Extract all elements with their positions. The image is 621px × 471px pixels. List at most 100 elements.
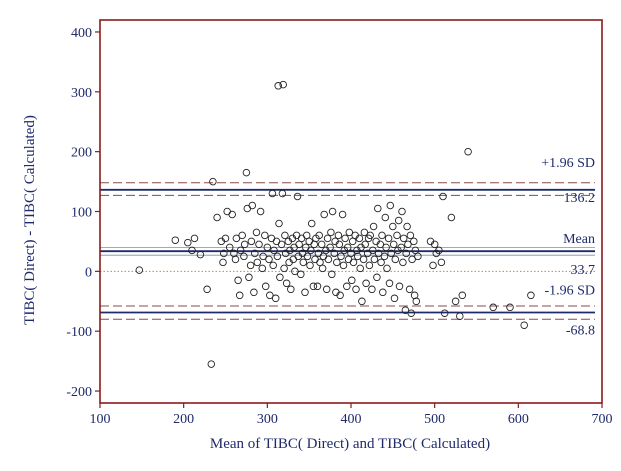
data-point — [380, 252, 389, 261]
data-point — [437, 258, 446, 267]
data-point — [343, 243, 352, 252]
data-point — [349, 258, 358, 267]
data-point — [403, 222, 411, 231]
data-point — [389, 222, 397, 231]
data-point — [275, 219, 283, 228]
data-point — [374, 204, 382, 213]
data-point — [383, 264, 391, 273]
data-point — [253, 258, 262, 267]
data-point — [377, 258, 385, 267]
data-point — [299, 258, 308, 267]
data-point — [381, 213, 390, 222]
data-point — [305, 237, 313, 246]
data-point — [268, 189, 277, 198]
data-point — [258, 264, 267, 273]
data-point — [238, 231, 246, 240]
data-point — [135, 266, 144, 274]
data-point — [408, 255, 416, 264]
lower-limit-value: -68.8 — [566, 324, 595, 339]
axes: 100 200 300 400 500 600 700 -200 -100 0 100 200 300 4… — [66, 19, 613, 427]
data-point — [382, 243, 390, 252]
x-tick-label: 700 — [592, 412, 613, 427]
data-point — [458, 291, 467, 300]
data-point — [414, 252, 422, 261]
reference-labels: +1.96 SD 136.2 Mean 33.7 -1.96 SD -68.8 — [541, 156, 595, 339]
data-point — [451, 297, 460, 306]
data-point — [327, 228, 335, 237]
data-point — [265, 255, 273, 264]
data-point — [246, 261, 255, 270]
data-point — [379, 288, 387, 297]
data-point — [359, 255, 368, 264]
upper-limit-label: +1.96 SD — [541, 156, 595, 171]
data-point — [429, 261, 437, 270]
data-point — [401, 306, 410, 314]
data-point — [269, 261, 277, 270]
data-point — [245, 273, 253, 282]
upper-limit-value: 136.2 — [564, 191, 596, 206]
data-point — [271, 294, 280, 303]
data-point — [353, 252, 362, 261]
data-point — [404, 240, 412, 249]
data-point — [391, 255, 400, 264]
data-point — [506, 303, 514, 312]
data-point — [221, 234, 230, 243]
x-axis-title: Mean of TIBC( Direct) and TIBC( Calculat… — [210, 436, 490, 452]
data-point — [291, 267, 299, 276]
y-tick-label: -200 — [66, 385, 92, 400]
y-tick-label: 100 — [71, 206, 92, 221]
data-point — [430, 240, 439, 249]
data-point — [220, 249, 228, 258]
data-point — [234, 276, 242, 285]
data-point — [439, 192, 447, 201]
y-tick-label: 400 — [71, 26, 92, 41]
data-point — [395, 282, 404, 291]
y-axis-title: TIBC( Direct) - TIBC( Calculated) — [22, 115, 38, 325]
data-point — [368, 285, 376, 294]
data-point — [343, 282, 351, 291]
data-point — [306, 261, 314, 270]
y-tick-label: 200 — [71, 146, 92, 161]
data-point — [236, 246, 245, 255]
data-point — [361, 240, 369, 249]
lower-limit-label: -1.96 SD — [544, 284, 595, 299]
data-point — [190, 234, 199, 243]
data-point — [255, 240, 263, 249]
data-point — [406, 231, 415, 240]
data-point — [335, 240, 344, 249]
data-point — [336, 291, 344, 300]
data-point — [256, 207, 265, 216]
data-point — [356, 264, 364, 273]
data-point — [213, 213, 221, 222]
data-point — [370, 255, 379, 264]
data-point — [341, 234, 349, 243]
data-point — [209, 177, 217, 186]
data-point — [358, 297, 366, 306]
data-point — [277, 240, 286, 249]
data-point — [399, 234, 408, 243]
mean-label: Mean — [563, 232, 595, 247]
data-point — [489, 303, 497, 312]
data-point — [373, 273, 381, 282]
data-point — [399, 258, 407, 267]
data-point — [223, 207, 231, 216]
data-point — [250, 288, 258, 297]
y-tick-label: -100 — [66, 325, 92, 340]
data-point — [347, 249, 355, 258]
mean-value: 33.7 — [571, 263, 596, 278]
data-point — [520, 321, 528, 329]
data-point — [405, 285, 414, 294]
data-point — [307, 219, 316, 228]
data-point — [273, 252, 282, 261]
data-point — [435, 246, 443, 255]
data-point — [278, 189, 287, 198]
data-point — [320, 210, 328, 219]
data-point — [348, 276, 356, 285]
data-point — [307, 246, 315, 255]
data-point — [410, 237, 418, 246]
data-point — [355, 234, 364, 243]
data-point — [252, 228, 261, 237]
data-point — [362, 279, 370, 288]
data-point — [281, 231, 289, 240]
